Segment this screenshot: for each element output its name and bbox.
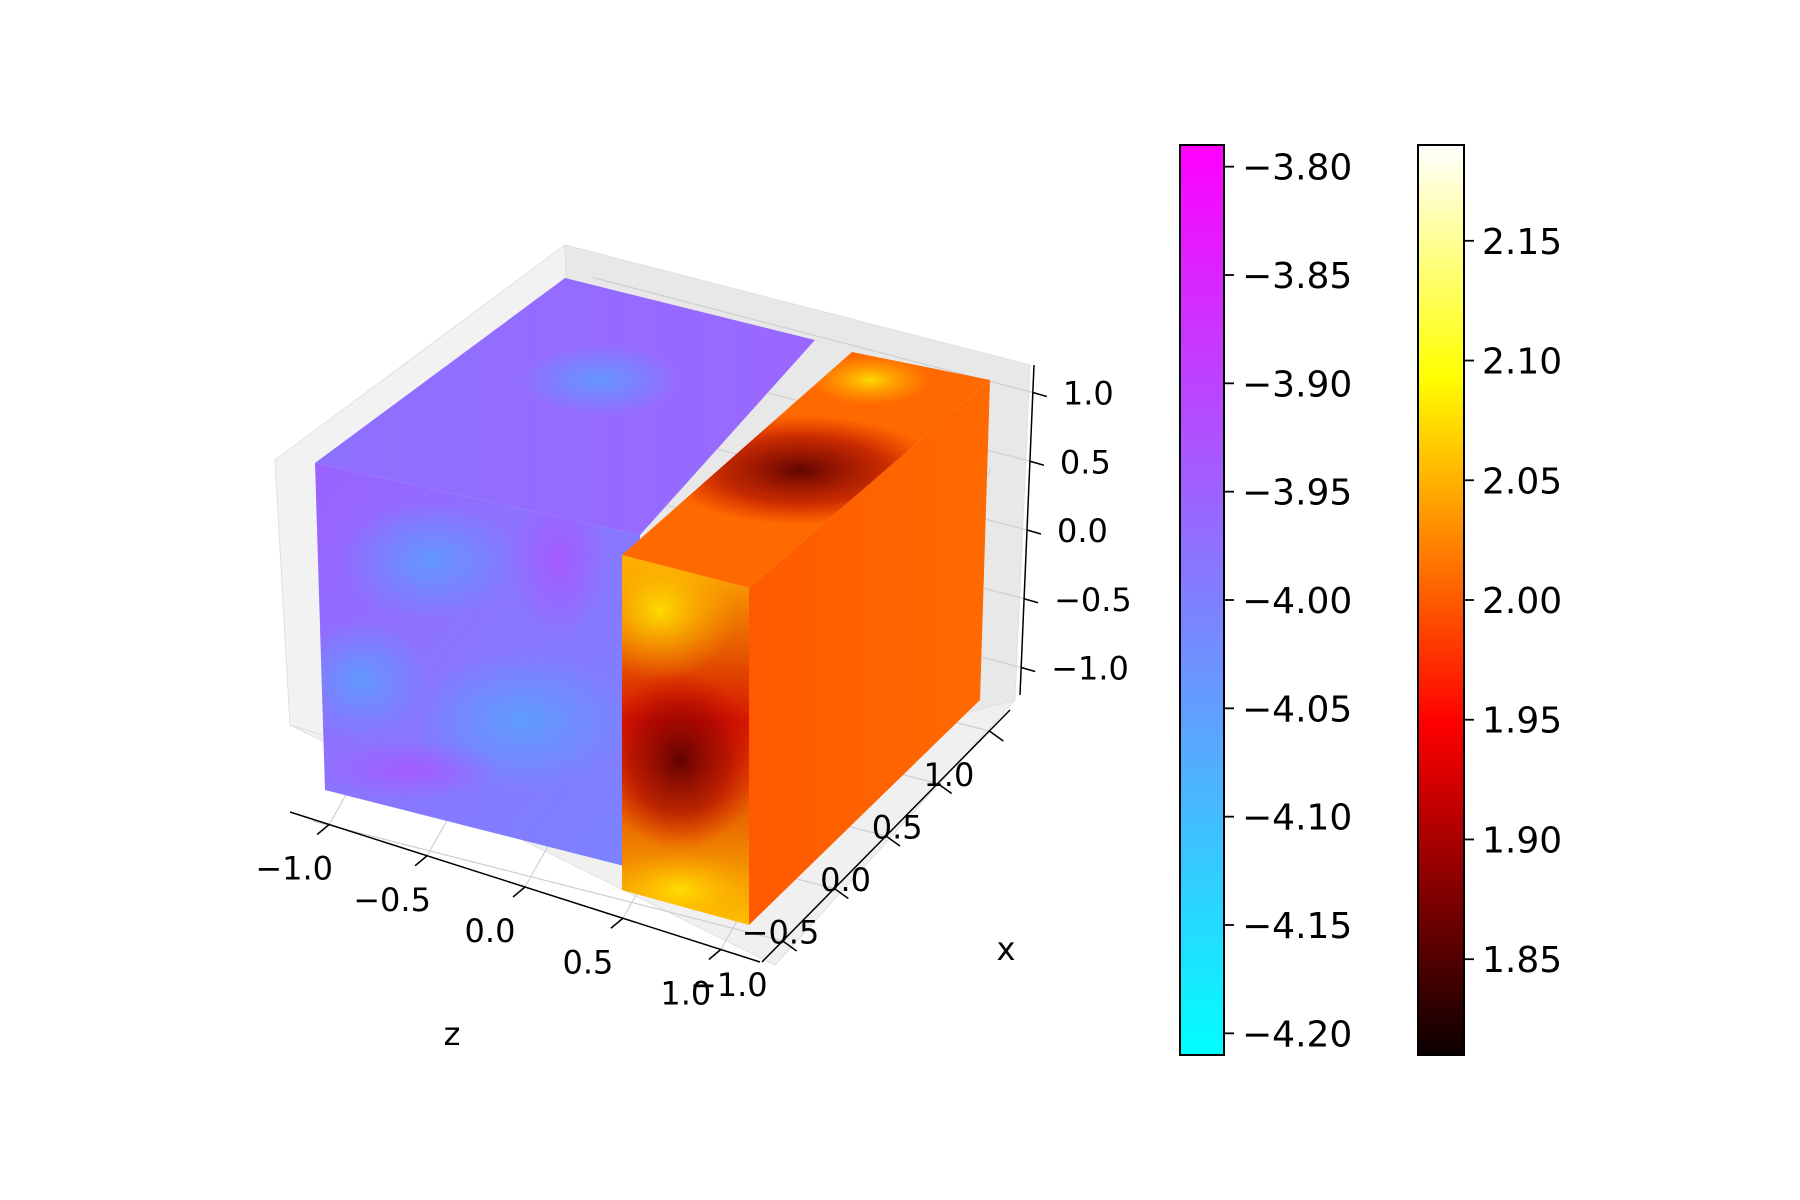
colorbar-cool-fill [1179, 144, 1225, 1056]
x-axis-tick [833, 887, 849, 900]
hot-front-face [749, 380, 990, 925]
vertical-axis-tick [1023, 598, 1039, 604]
x-axis-label: x [997, 930, 1016, 968]
vertical-axis-tick-label: 0.5 [1060, 443, 1111, 481]
colorbar-hot: 1.85 1.90 1.95 2.00 2.05 2.10 2.15 [1417, 144, 1562, 1056]
vertical-axis-tick-label: 1.0 [1063, 375, 1114, 413]
colorbar-cool-ticks: −4.20 −4.15 −4.10 −4.05 −4.00 −3.95 −3.90 −3.85… [1224, 148, 1352, 1055]
x-axis-tick [885, 835, 901, 847]
x-axis-grid-line [312, 820, 783, 942]
colorbar-cool-tick-label: −3.95 [1242, 473, 1352, 514]
colorbar-hot-tick-label: 1.85 [1482, 940, 1562, 981]
colorbar-hot-ticks: 1.85 1.90 1.95 2.00 2.05 2.10 2.15 [1464, 222, 1562, 981]
x-axis-tick-label: 1.0 [923, 756, 974, 794]
colorbar-hot-tick-label: 2.05 [1482, 461, 1562, 502]
z-axis-tick-label: 0.5 [562, 943, 613, 981]
colorbar-cool: −4.20 −4.15 −4.10 −4.05 −4.00 −3.95 −3.90 −3.85… [1179, 144, 1352, 1056]
z-axis-tick-label: −0.5 [353, 881, 431, 919]
vertical-axis-tick-label: −0.5 [1054, 581, 1132, 619]
z-axis-tick-label: −1.0 [255, 850, 333, 888]
vertical-axis-grid-line [592, 276, 1033, 394]
colorbar-cool-tick-label: −3.80 [1242, 148, 1352, 189]
colorbar-cool-tick-label: −3.90 [1242, 364, 1352, 405]
colorbar-hot-tick-label: 2.15 [1482, 222, 1562, 263]
z-axis-label: z [444, 1015, 461, 1053]
x-axis-tick-label: 0.5 [872, 809, 923, 847]
colorbar-cool-tick-label: −3.85 [1242, 256, 1352, 297]
tick-layer: −1.0−0.50.00.51.0−1.0−0.50.00.51.0−1.0−0… [255, 375, 1131, 1013]
colorbar-cool-tick-label: −4.15 [1242, 906, 1352, 947]
x-axis-tick [988, 730, 1004, 742]
series-cool-block [315, 278, 815, 870]
x-axis-tick [782, 940, 798, 952]
colorbar-cool-tick-label: −4.20 [1242, 1014, 1352, 1055]
z-axis-tick [708, 948, 722, 961]
colorbar-hot-tick-label: 2.00 [1482, 581, 1562, 622]
x-axis-tick [937, 782, 953, 795]
x-axis-tick-label: 0.0 [820, 861, 871, 899]
z-axis-tick [414, 855, 428, 867]
colorbar-cool-tick-label: −4.05 [1242, 689, 1352, 730]
z-axis-tick [610, 917, 624, 929]
z-axis-tick-label: 0.0 [465, 912, 516, 950]
vertical-axis-tick [1026, 529, 1042, 535]
colorbar-hot-tick-label: 2.10 [1482, 342, 1562, 383]
x-axis-tick-label: −0.5 [742, 914, 820, 952]
colorbar-hot-tick-label: 1.95 [1482, 701, 1562, 742]
z-axis-tick-label: 1.0 [660, 975, 711, 1013]
x-axis-tick-label: −1.0 [690, 966, 768, 1004]
vertical-axis-tick [1029, 460, 1045, 466]
colorbar-hot-tick-label: 1.90 [1482, 820, 1562, 861]
z-axis-tick [512, 886, 526, 898]
colorbar-cool-tick-label: −4.10 [1242, 798, 1352, 839]
vertical-axis-tick-label: 0.0 [1057, 512, 1108, 550]
colorbar-cool-tick-label: −4.00 [1242, 581, 1352, 622]
vertical-axis-tick-label: −1.0 [1051, 650, 1129, 688]
vertical-axis-tick [1020, 666, 1036, 673]
colorbar-hot-fill [1417, 144, 1465, 1056]
z-axis-tick [316, 823, 330, 836]
vertical-axis-tick [1032, 391, 1048, 398]
